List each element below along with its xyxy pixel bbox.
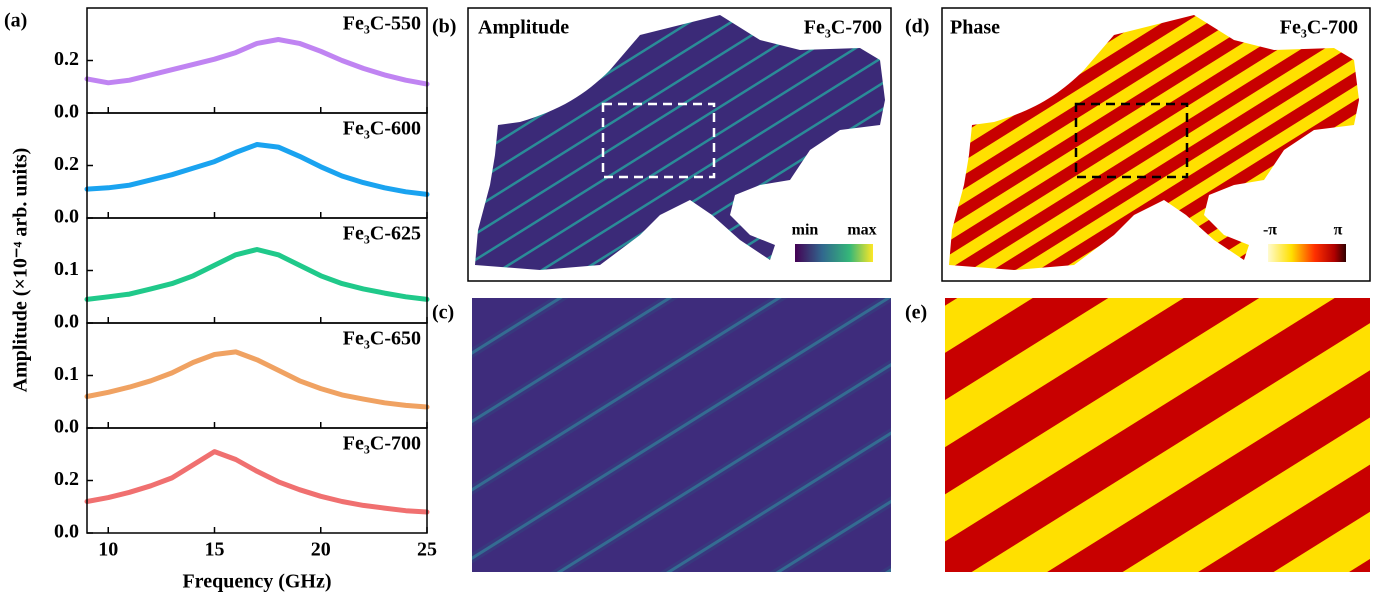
x-tick-label: 15 xyxy=(205,539,225,561)
zoom-box xyxy=(1074,102,1189,179)
amplitude-zoom xyxy=(472,298,891,572)
phase-zoom xyxy=(945,298,1370,572)
data-line xyxy=(84,247,430,302)
panel-label: (c) xyxy=(432,302,454,324)
colorbar xyxy=(1268,244,1346,262)
colorbar-label: max xyxy=(847,222,876,239)
y-tick-label: 0.0 xyxy=(54,206,79,228)
x-tick-label: 25 xyxy=(417,539,437,561)
series-label: Fe₃C-700 xyxy=(343,433,421,455)
y-tick-label: 0.0 xyxy=(54,101,79,123)
y-axis-label: Amplitude (×10⁻⁴ arb. units) xyxy=(10,148,32,393)
y-tick-label: 0.0 xyxy=(54,416,79,438)
x-axis-label: Frequency (GHz) xyxy=(182,571,331,593)
y-tick-label: 0.0 xyxy=(54,311,79,333)
x-tick-label: 10 xyxy=(98,539,118,561)
data-line xyxy=(84,349,430,410)
y-tick-label: 0.0 xyxy=(54,521,79,543)
colorbar-label: π xyxy=(1334,222,1343,239)
plot-frame xyxy=(86,427,428,534)
y-tick-label: 0.1 xyxy=(54,363,79,385)
sample-label: Fe₃C-700 xyxy=(1280,17,1358,39)
data-line xyxy=(84,37,430,87)
panel-label: (d) xyxy=(905,16,929,38)
data-line xyxy=(84,449,430,515)
x-tick-label: 20 xyxy=(311,539,331,561)
series-label: Fe₃C-625 xyxy=(343,223,421,245)
data-line xyxy=(84,142,430,197)
panel-title: Amplitude xyxy=(478,17,569,39)
series-label: Fe₃C-550 xyxy=(343,13,421,35)
panel-label: (e) xyxy=(905,302,927,324)
panel-label: (b) xyxy=(432,16,456,38)
colorbar-label: min xyxy=(792,222,819,239)
sample-label: Fe₃C-700 xyxy=(804,17,882,39)
series-label: Fe₃C-650 xyxy=(343,328,421,350)
colorbar-label: -π xyxy=(1263,222,1277,239)
panel-title: Phase xyxy=(950,17,1000,39)
colorbar xyxy=(795,244,873,262)
panel-label: (a) xyxy=(4,10,27,32)
y-tick-label: 0.1 xyxy=(54,258,79,280)
series-label: Fe₃C-600 xyxy=(343,118,421,140)
y-tick-label: 0.2 xyxy=(54,153,79,175)
y-tick-label: 0.2 xyxy=(54,48,79,70)
y-tick-label: 0.2 xyxy=(54,468,79,490)
zoom-box xyxy=(601,102,716,179)
